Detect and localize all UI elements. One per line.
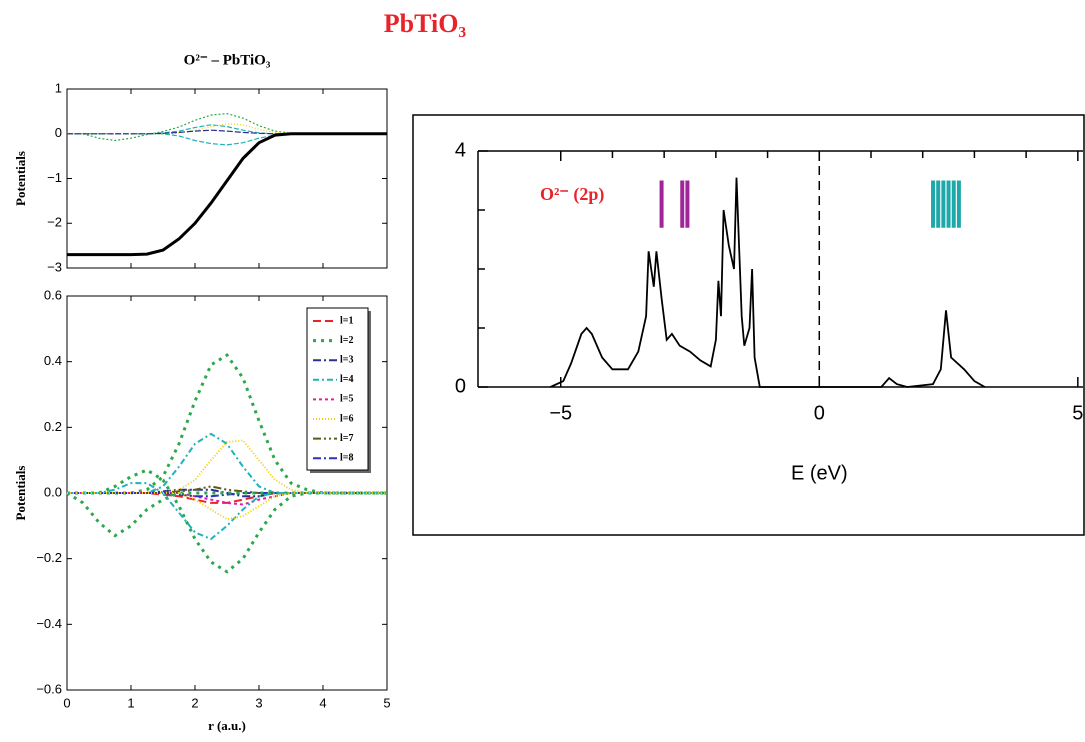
frame	[412, 114, 1085, 536]
figure-title: PbTiO₃	[384, 9, 467, 38]
x-axis-label: r (a.u.)	[208, 718, 246, 733]
y-tick-label: 0	[55, 125, 62, 140]
legend-label: l=8	[340, 452, 353, 463]
x-tick-label: 0	[814, 402, 825, 424]
annotation: O²⁻ (2p)	[540, 184, 604, 205]
x-tick-label: 5	[1072, 402, 1083, 424]
series-line	[67, 492, 387, 521]
x-tick-label: −5	[549, 402, 572, 424]
x-tick-label: 3	[255, 695, 262, 710]
y-tick-label: 0.4	[44, 353, 62, 368]
y-tick-label: 1	[55, 80, 62, 95]
x-axis-label: E (eV)	[791, 462, 848, 484]
y-axis-label: Potentials	[13, 151, 28, 206]
series-line	[67, 482, 387, 541]
legend-label: l=4	[340, 374, 353, 385]
y-tick-label: −0.2	[36, 550, 62, 565]
y-tick-label: −2	[47, 215, 62, 230]
y-tick-label: 0.2	[44, 419, 62, 434]
x-tick-label: 4	[319, 695, 326, 710]
series-line	[67, 132, 387, 257]
legend-label: l=5	[340, 394, 353, 405]
series-line	[67, 468, 387, 574]
legend-label: l=6	[340, 413, 353, 424]
y-tick-label: 4	[455, 139, 466, 161]
y-tick-label: −0.4	[36, 616, 62, 631]
series-line	[67, 133, 387, 146]
y-axis-label: Potentials	[13, 466, 28, 521]
legend-label: l=7	[340, 433, 353, 444]
y-tick-label: −1	[47, 170, 62, 185]
chart-title: O²⁻ – PbTiO₃	[184, 52, 271, 68]
dos-curve	[550, 177, 986, 388]
y-tick-label: 0	[455, 375, 466, 397]
y-tick-label: −0.6	[36, 681, 62, 696]
x-tick-label: 5	[383, 695, 390, 710]
y-tick-label: 0.6	[44, 287, 62, 302]
legend-label: l=3	[340, 354, 353, 365]
series-line	[67, 112, 387, 142]
series-line	[67, 353, 387, 495]
x-tick-label: 0	[63, 695, 70, 710]
legend-label: l=2	[340, 335, 353, 346]
x-tick-label: 1	[127, 695, 134, 710]
legend	[306, 307, 369, 471]
y-tick-label: 0.0	[44, 484, 62, 499]
series-line	[66, 491, 387, 538]
y-tick-label: −3	[47, 259, 62, 274]
legend-label: l=1	[340, 315, 353, 326]
x-tick-label: 2	[191, 695, 198, 710]
